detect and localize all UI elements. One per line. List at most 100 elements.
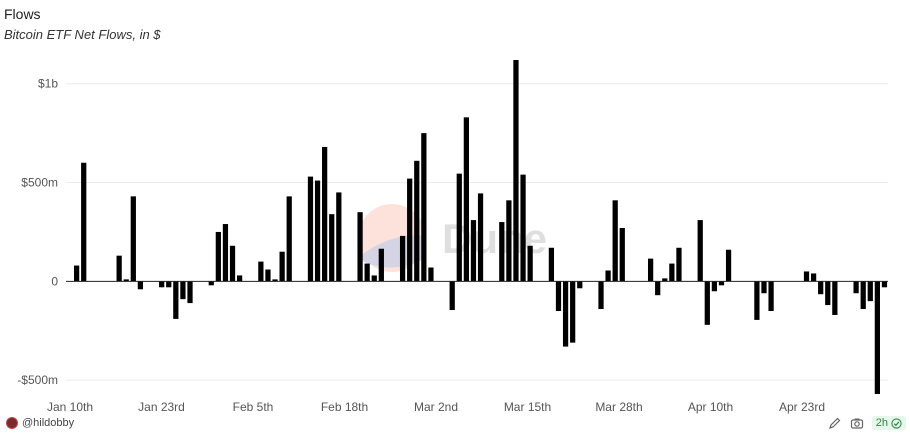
bar[interactable] [166,281,172,288]
x-tick-label: Apr 10th [688,400,733,414]
bar[interactable] [322,146,328,282]
bar[interactable] [74,265,80,282]
bar[interactable] [818,281,824,295]
bar[interactable] [570,281,576,343]
bar[interactable] [123,279,129,282]
bar[interactable] [697,220,703,282]
bar[interactable] [307,176,314,282]
bar[interactable] [407,178,413,282]
bar[interactable] [159,281,165,288]
bar[interactable] [265,269,271,282]
bar[interactable] [860,281,866,310]
bar[interactable] [81,162,87,282]
refresh-badge[interactable]: 2h [871,416,906,430]
bar[interactable] [655,281,661,296]
bar[interactable] [718,281,725,286]
bar[interactable] [506,200,512,282]
bar[interactable] [669,263,675,282]
bar[interactable] [399,235,406,282]
camera-icon[interactable] [850,416,864,430]
author-handle: @hildobby [22,417,75,429]
chart-footer: @hildobby 2h [0,416,910,436]
bar[interactable] [803,271,810,282]
bar[interactable] [236,275,243,282]
bar[interactable] [598,281,604,310]
bar[interactable] [173,281,179,319]
bar-series [74,60,888,395]
bar[interactable] [116,255,122,282]
bar[interactable] [499,222,505,282]
chart-tools: 2h [828,416,906,430]
bar[interactable] [555,281,562,312]
x-tick-label: Mar 15th [504,400,551,414]
author-link[interactable]: @hildobby [6,417,74,429]
bar[interactable] [449,281,455,311]
bar[interactable] [180,281,186,300]
bar[interactable] [272,279,278,282]
bar[interactable] [867,281,873,302]
bar[interactable] [711,281,718,292]
bar[interactable] [371,275,377,282]
bar[interactable] [279,251,285,282]
bar[interactable] [619,227,625,282]
bar[interactable] [704,281,710,325]
bar[interactable] [577,281,583,289]
bar[interactable] [874,281,880,395]
bar[interactable] [378,248,384,282]
x-tick-label: Jan 10th [47,400,93,414]
bar[interactable] [825,281,831,306]
y-tick-label: 0 [51,274,58,288]
y-tick-label: $500m [21,176,58,190]
bar[interactable] [329,214,335,282]
bar[interactable] [463,117,469,282]
bar[interactable] [520,174,526,282]
bar[interactable] [187,281,193,304]
bar[interactable] [676,247,682,282]
bar[interactable] [605,270,611,282]
bar[interactable] [357,212,363,282]
x-tick-label: Mar 28th [595,400,642,414]
bar[interactable] [810,273,817,282]
x-axis-ticks: Jan 10th Jan 23rd Feb 5th Feb 18th Mar 2nd Ma… [47,400,825,414]
bar[interactable] [336,192,342,282]
bar[interactable] [215,231,221,282]
x-tick-label: Feb 18th [321,400,368,414]
grid-lines [66,83,888,381]
bar[interactable] [562,281,569,347]
bar[interactable] [761,281,767,294]
author-avatar [6,417,18,429]
bar[interactable] [222,224,229,282]
bar[interactable] [527,245,533,282]
bar[interactable] [477,193,484,282]
bar[interactable] [314,180,321,282]
check-circle-icon [891,417,902,429]
bar[interactable] [647,258,654,282]
bar[interactable] [137,281,144,290]
edit-icon[interactable] [828,416,842,430]
bar[interactable] [662,278,668,282]
bar[interactable] [725,249,732,282]
bar[interactable] [853,281,859,294]
bar[interactable] [832,281,838,315]
bar[interactable] [258,261,264,282]
x-tick-label: Jan 23rd [138,400,185,414]
refresh-age: 2h [875,417,888,429]
bar[interactable] [470,220,477,282]
bar[interactable] [881,281,888,288]
bar[interactable] [364,263,370,282]
bar[interactable] [421,133,427,282]
dune-watermark: Dune [358,204,547,272]
bar[interactable] [612,200,618,282]
x-tick-label: Mar 2nd [414,400,458,414]
bar[interactable] [768,281,774,312]
bar[interactable] [548,247,555,282]
bar[interactable] [456,173,462,282]
bar[interactable] [286,196,292,282]
bar[interactable] [229,245,236,282]
bar[interactable] [754,281,760,320]
bar[interactable] [513,60,519,282]
bar[interactable] [414,160,420,282]
bar[interactable] [130,196,136,282]
bar[interactable] [428,267,434,282]
bar[interactable] [208,281,214,286]
